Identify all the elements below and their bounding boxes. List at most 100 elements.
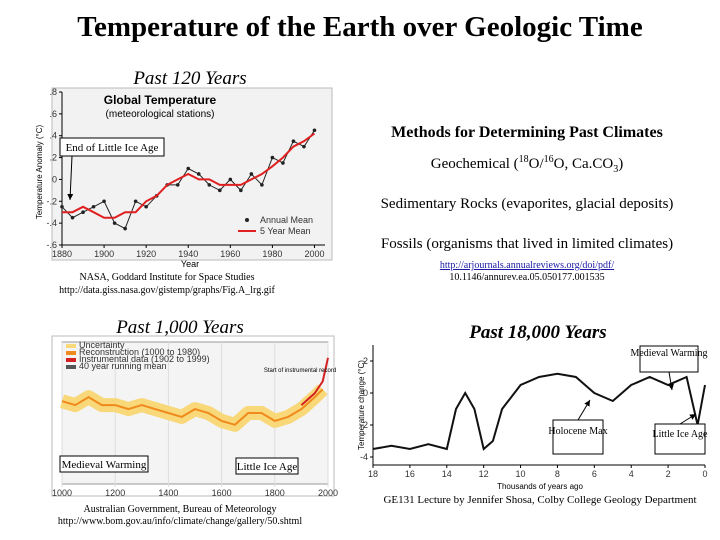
footer: GE131 Lecture by Jennifer Shosa, Colby C… bbox=[383, 494, 696, 506]
slide-title: Temperature of the Earth over Geologic T… bbox=[77, 11, 643, 43]
x-tick-label: 1000 bbox=[52, 488, 72, 498]
superscript: 18 bbox=[519, 154, 529, 165]
point bbox=[228, 177, 233, 182]
x-tick-label: 1920 bbox=[136, 249, 156, 259]
y-tick-label: -.2 bbox=[46, 196, 57, 206]
x-tick-label: 8 bbox=[555, 469, 560, 479]
callout: Little Ice Age bbox=[653, 429, 709, 440]
x-tick-label: 1880 bbox=[52, 249, 72, 259]
x-tick-label: 14 bbox=[442, 469, 452, 479]
x-tick-label: 10 bbox=[516, 469, 526, 479]
text: O/ bbox=[529, 156, 545, 172]
x-tick-label: 18 bbox=[368, 469, 378, 479]
legend-swatch bbox=[66, 358, 76, 362]
point bbox=[60, 204, 64, 209]
x-tick-label: 6 bbox=[592, 469, 597, 479]
y-tick-label: -.4 bbox=[46, 218, 57, 228]
point bbox=[207, 183, 212, 187]
x-tick-label: 2 bbox=[666, 469, 671, 479]
method: Geochemical (18O/16O, Ca.CO3) bbox=[431, 154, 623, 175]
y-tick-label: .6 bbox=[49, 109, 57, 119]
subscript: 3 bbox=[613, 164, 618, 175]
figure-title: Global Temperature bbox=[104, 93, 217, 107]
credit: NASA, Goddard Institute for Space Studie… bbox=[80, 272, 255, 283]
callout-box bbox=[654, 423, 706, 455]
axis-label: Temperature Anomaly (°C) bbox=[35, 124, 44, 219]
callout: Holocene Max bbox=[548, 426, 607, 437]
method: Sedimentary Rocks (evaporites, glacial d… bbox=[381, 196, 674, 212]
legend-label: 40 year running mean bbox=[79, 361, 167, 371]
callout: Medieval Warming bbox=[630, 348, 707, 359]
arrow bbox=[577, 399, 591, 421]
axis-label: Temperature change (°C) bbox=[357, 360, 366, 450]
point bbox=[70, 215, 75, 220]
legend-label: 5 Year Mean bbox=[260, 226, 311, 236]
point bbox=[239, 188, 243, 193]
callout-box bbox=[59, 455, 149, 473]
point bbox=[91, 204, 96, 209]
callout: Little Ice Age bbox=[237, 461, 298, 473]
superscript: 16 bbox=[544, 154, 554, 165]
axis-label: Thousands of years ago bbox=[497, 482, 583, 491]
text: O, Ca.CO bbox=[554, 156, 614, 172]
point bbox=[270, 155, 275, 160]
series-line bbox=[62, 132, 316, 219]
x-tick-label: 12 bbox=[479, 469, 489, 479]
point bbox=[144, 204, 148, 209]
y-tick-label: -.6 bbox=[46, 240, 57, 250]
point bbox=[218, 188, 222, 193]
point bbox=[281, 161, 285, 165]
point bbox=[312, 128, 317, 133]
y-tick-label: -4 bbox=[360, 452, 368, 462]
figure-title: (meteorological stations) bbox=[106, 109, 215, 120]
point bbox=[196, 172, 201, 176]
callout: End of Little Ice Age bbox=[66, 142, 159, 154]
x-tick-label: 4 bbox=[629, 469, 634, 479]
callout-box bbox=[59, 137, 165, 157]
point bbox=[291, 139, 296, 143]
y-tick-label: .4 bbox=[49, 131, 57, 141]
callout-box bbox=[639, 345, 699, 373]
x-tick-label: 1960 bbox=[220, 249, 240, 259]
point bbox=[175, 183, 180, 187]
x-tick-label: 0 bbox=[702, 469, 707, 479]
x-tick-label: 2000 bbox=[304, 249, 324, 259]
callout-box bbox=[235, 457, 299, 475]
y-tick-label: .8 bbox=[49, 87, 57, 97]
x-tick-label: 1900 bbox=[94, 249, 114, 259]
credit: Australian Government, Bureau of Meteoro… bbox=[83, 504, 276, 515]
legend-label: Reconstruction (1000 to 1980) bbox=[79, 347, 200, 357]
y-tick-label: -2 bbox=[360, 420, 368, 430]
legend-swatch bbox=[66, 365, 76, 369]
x-tick-label: 1400 bbox=[158, 488, 178, 498]
methods-heading: Methods for Determining Past Climates bbox=[391, 124, 663, 141]
x-tick-label: 2000 bbox=[318, 488, 338, 498]
axis-label: Year bbox=[181, 259, 199, 269]
legend-swatch bbox=[66, 344, 76, 348]
point bbox=[81, 210, 85, 215]
point bbox=[260, 183, 264, 187]
x-tick-label: 1800 bbox=[265, 488, 285, 498]
legend-label: Instrumental data (1902 to 1999) bbox=[79, 354, 210, 364]
point bbox=[102, 199, 106, 204]
legend-label: Uncertainty bbox=[79, 340, 125, 350]
callout: Medieval Warming bbox=[62, 459, 147, 471]
point bbox=[133, 199, 138, 204]
series-line bbox=[61, 388, 324, 426]
link[interactable]: http://arjournals.annualreviews.org/doi/… bbox=[440, 260, 614, 271]
y-tick-label: 0 bbox=[52, 174, 57, 184]
series-line bbox=[300, 357, 329, 406]
link[interactable]: 10.1146/annurev.ea.05.050177.001535 bbox=[449, 272, 604, 283]
series-line bbox=[372, 372, 706, 451]
credit: http://data.giss.nasa.gov/gistemp/graphs… bbox=[59, 285, 275, 296]
x-tick-label: 1980 bbox=[262, 249, 282, 259]
arrow bbox=[67, 155, 74, 201]
point bbox=[186, 166, 191, 171]
heading: Past 18,000 Years bbox=[468, 322, 606, 343]
point bbox=[249, 172, 254, 176]
callout-box bbox=[552, 419, 604, 455]
arrow bbox=[679, 413, 697, 425]
figure-frame bbox=[51, 87, 333, 261]
point bbox=[302, 144, 306, 149]
